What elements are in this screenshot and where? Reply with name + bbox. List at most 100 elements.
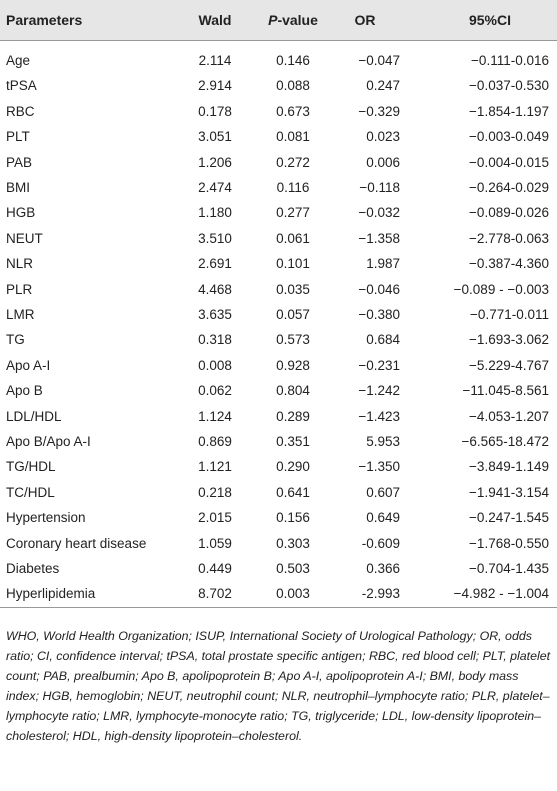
table-cell: −0.118 [359, 180, 400, 195]
table-cell: HGB [6, 205, 36, 221]
table-cell: 0.247 [366, 78, 400, 94]
table-cell: 0.006 [366, 154, 400, 170]
table-row: RBC 0.178 0.673 −0.329 −1.854-1.197 [0, 99, 557, 124]
table-cell: 0.351 [276, 434, 310, 449]
table-cell: −1.350 [358, 459, 400, 475]
table-cell: NLR [6, 256, 34, 272]
table-row: LMR 3.635 0.057 −0.380 −0.771-0.011 [0, 302, 557, 327]
table-cell: 2.474 [198, 180, 232, 195]
table-cell: −1.693-3.062 [469, 332, 549, 348]
table-row: Diabetes 0.449 0.503 0.366 −0.704-1.435 [0, 556, 557, 581]
table-cell: −1.941-3.154 [469, 484, 549, 500]
table-cell: 0.641 [276, 484, 310, 500]
table-cell: −0.329 [358, 103, 400, 119]
table-cell: Coronary heart disease [6, 535, 147, 551]
table-rule [0, 607, 557, 608]
table-cell: −0.704-1.435 [469, 561, 549, 576]
footnote: WHO, World Health Organization; ISUP, In… [6, 629, 551, 743]
table-cell: 1.121 [198, 459, 232, 475]
table-cell: PLT [6, 129, 30, 145]
table-cell: 1.059 [198, 535, 232, 551]
table-cell: −1.242 [358, 383, 400, 399]
table-cell: −0.111-0.016 [471, 53, 549, 68]
table-cell: −1.358 [358, 230, 400, 246]
table-row: PLT 3.051 0.081 0.023 −0.003-0.049 [0, 124, 557, 149]
table-cell: 0.290 [276, 459, 310, 475]
table-cell: PAB [6, 154, 33, 170]
table-cell: LDL/HDL [6, 408, 62, 424]
table-cell: tPSA [6, 78, 37, 94]
table-row: Apo B 0.062 0.804 −1.242 −11.045-8.561 [0, 378, 557, 403]
table-cell: 0.008 [198, 357, 232, 373]
table-cell: 0.607 [366, 484, 400, 500]
table-cell: 0.272 [276, 154, 310, 170]
table-cell: TG [6, 332, 25, 348]
table-cell: −1.854-1.197 [469, 103, 549, 119]
table-row: Hypertension 2.015 0.156 0.649 −0.247-1.545 [0, 505, 557, 530]
table-cell: 0.116 [276, 180, 310, 195]
table-cell: 0.061 [276, 230, 310, 246]
table-cell: −0.047 [358, 53, 400, 68]
table-cell: −0.037-0.530 [469, 78, 549, 94]
table-row: Apo A-I 0.008 0.928 −0.231 −5.229-4.767 [0, 353, 557, 378]
table-cell: 0.057 [276, 307, 310, 322]
table-cell: 0.449 [198, 561, 232, 576]
header-cell: 95%CI [468, 12, 512, 28]
table-cell: −0.004-0.015 [469, 154, 549, 170]
table-cell: BMI [6, 180, 31, 195]
table-row: Hyperlipidemia 8.702 0.003 -2.993 −4.982 - −… [0, 581, 557, 606]
table-cell: −11.045-8.561 [462, 383, 549, 399]
table-cell: 8.702 [198, 586, 232, 602]
table-cell: −0.089 - −0.003 [453, 281, 549, 297]
table-cell: −0.046 [358, 281, 400, 297]
table-cell: 0.062 [198, 383, 232, 399]
table-row: LDL/HDL 1.124 0.289 −1.423 −4.053-1.207 [0, 404, 557, 429]
table-cell: -2.993 [361, 586, 400, 602]
table-cell: Hypertension [6, 510, 86, 526]
table-cell: 0.156 [276, 510, 310, 526]
table-cell: 0.673 [276, 103, 310, 119]
table-cell: 0.503 [276, 561, 310, 576]
table-cell: 3.051 [198, 129, 232, 145]
table-cell: Diabetes [6, 561, 60, 576]
table-cell: −2.778-0.063 [469, 230, 549, 246]
table-row: tPSA 2.914 0.088 0.247 −0.037-0.530 [0, 73, 557, 98]
table-row: Coronary heart disease 1.059 0.303 -0.609 −1… [0, 531, 557, 556]
table-cell: −0.387-4.360 [469, 256, 549, 272]
table-cell: 1.987 [366, 256, 400, 272]
table-cell: −0.380 [358, 307, 400, 322]
table-cell: 0.146 [276, 53, 310, 68]
table-cell: Hyperlipidemia [6, 586, 96, 602]
table-cell: 0.366 [366, 561, 400, 576]
table-cell: RBC [6, 103, 35, 119]
table-cell: 0.023 [366, 129, 400, 145]
table-cell: 1.180 [198, 205, 232, 221]
table-cell: LMR [6, 307, 35, 322]
header-cell: Wald [198, 12, 232, 28]
table-cell: 0.277 [276, 205, 310, 221]
table-cell: 2.015 [198, 510, 232, 526]
table-cell: 0.289 [276, 408, 310, 424]
table-cell: TG/HDL [6, 459, 56, 475]
table-cell: 0.101 [276, 256, 310, 272]
table-cell: −4.053-1.207 [469, 408, 549, 424]
table-cell: 1.206 [198, 154, 232, 170]
table-cell: PLR [6, 281, 33, 297]
table-cell: 0.088 [276, 78, 310, 94]
table-row: TG/HDL 1.121 0.290 −1.350 −3.849-1.149 [0, 454, 557, 479]
table-cell: 1.124 [198, 408, 232, 424]
table-cell: 0.303 [276, 535, 310, 551]
table-cell: 5.953 [366, 434, 400, 449]
table-cell: 2.914 [198, 78, 232, 94]
table-row: Age 2.114 0.146 −0.047 −0.111-0.016 [0, 48, 557, 73]
table-cell: -0.609 [361, 535, 400, 551]
header-cell: P-value [268, 12, 318, 28]
table-row: HGB 1.180 0.277 −0.032 −0.089-0.026 [0, 200, 557, 225]
table-cell: −0.247-1.545 [469, 510, 549, 526]
table-cell: 0.318 [198, 332, 232, 348]
table-cell: NEUT [6, 230, 43, 246]
table-cell: −5.229-4.767 [469, 357, 549, 373]
table-cell: 0.081 [276, 129, 310, 145]
table-cell: −1.423 [358, 408, 400, 424]
header-cell: OR [354, 12, 376, 28]
